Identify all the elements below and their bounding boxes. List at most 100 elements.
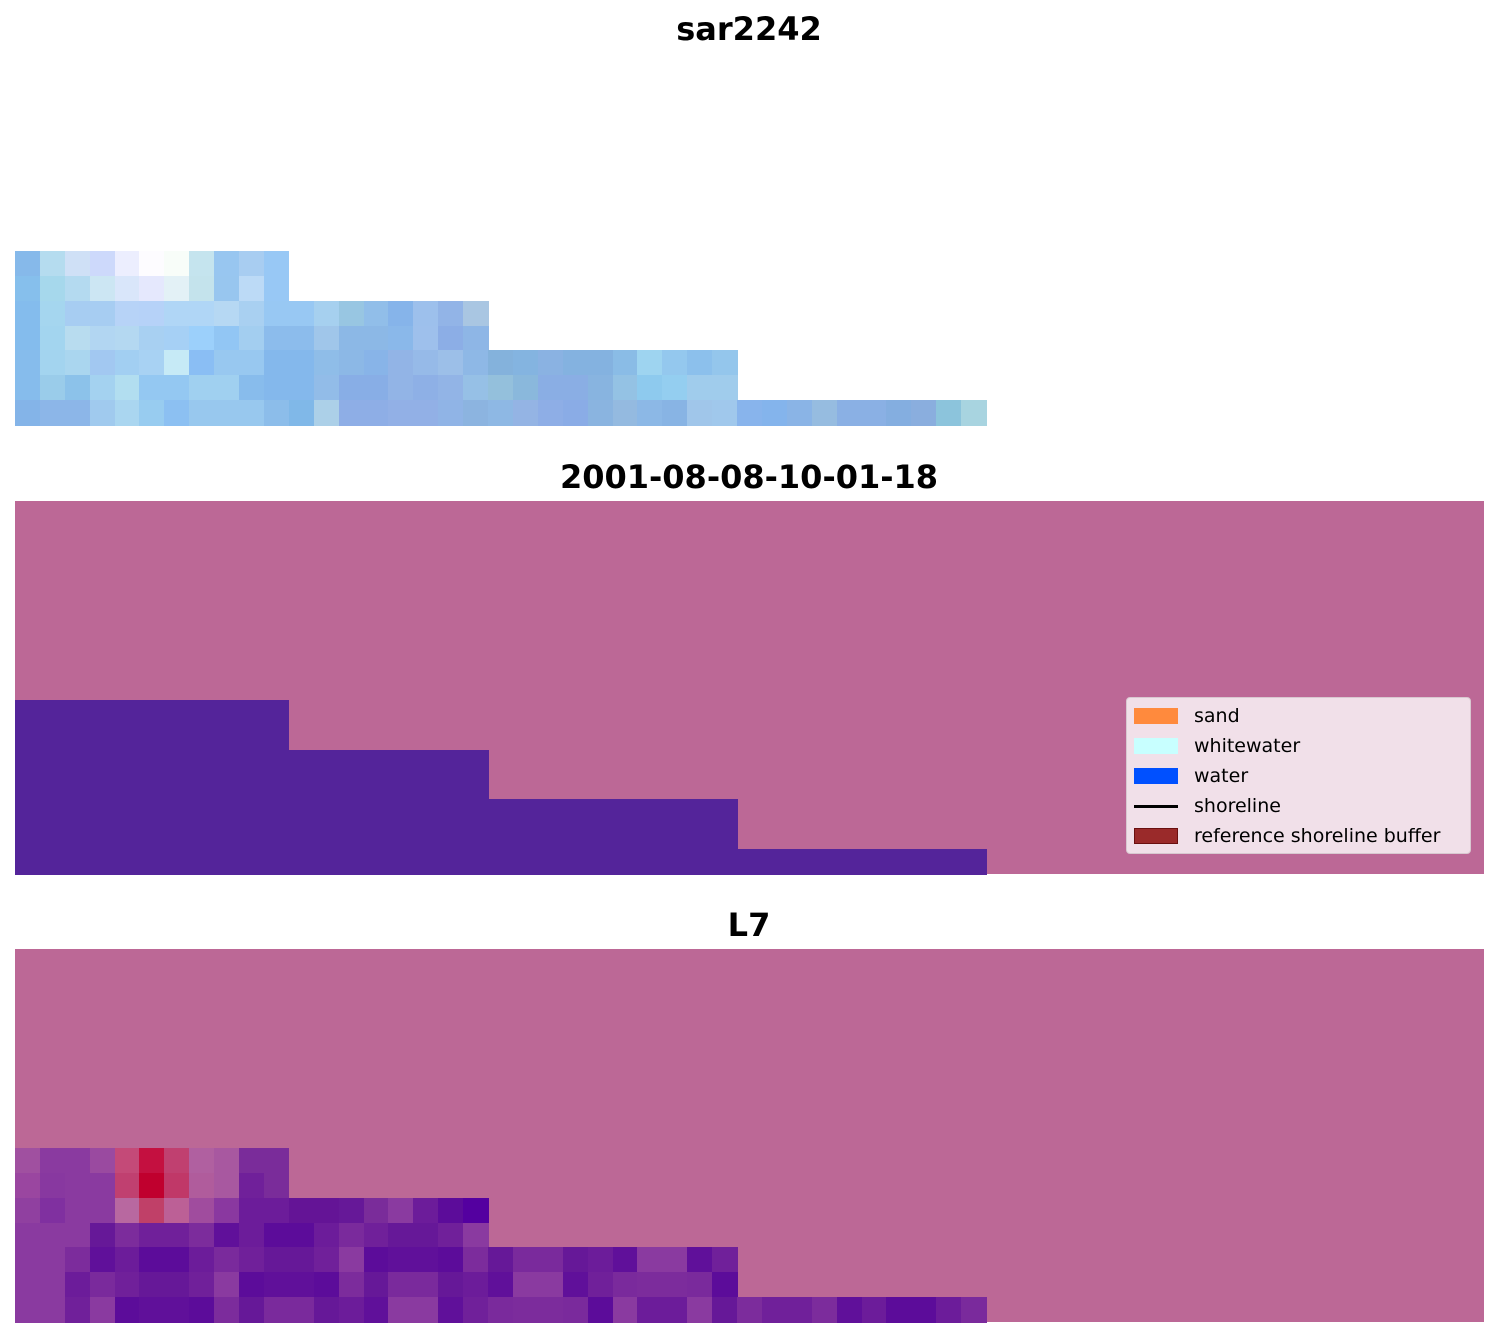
image-pixel [164, 375, 190, 401]
image-pixel [363, 400, 390, 426]
image-pixel [139, 325, 165, 351]
water-pixel [861, 849, 888, 875]
water-pixel [39, 849, 66, 875]
image-pixel [164, 400, 190, 426]
water-pixel [15, 849, 41, 875]
water-pixel [114, 724, 141, 751]
overlay-pixel [488, 1272, 514, 1298]
water-pixel [537, 799, 564, 825]
overlay-pixel [413, 1297, 439, 1323]
water-pixel [89, 774, 116, 800]
water-pixel [15, 699, 41, 726]
water-pixel [438, 749, 464, 776]
water-pixel [89, 849, 116, 875]
image-pixel [214, 400, 240, 426]
image-pixel [214, 375, 240, 401]
overlay-pixel [39, 1172, 66, 1199]
overlay-pixel [363, 1247, 390, 1273]
image-pixel [114, 375, 141, 401]
overlay-pixel [463, 1297, 489, 1323]
image-pixel [363, 375, 390, 401]
water-pixel [214, 799, 240, 825]
water-pixel [413, 849, 439, 875]
overlay-pixel [164, 1222, 190, 1248]
whitewater-swatch-icon [1134, 738, 1178, 754]
water-pixel [637, 824, 663, 850]
overlay-pixel [164, 1297, 190, 1323]
image-pixel [239, 275, 265, 302]
overlay-pixel [114, 1222, 141, 1248]
image-pixel [139, 350, 165, 376]
overlay-pixel [15, 1197, 41, 1224]
panel-title-classification: 2001-08-08-10-01-18 [559, 458, 939, 496]
water-pixel [64, 699, 91, 726]
image-pixel [512, 400, 539, 426]
legend-item-whitewater: whitewater [1134, 735, 1300, 757]
overlay-pixel [662, 1272, 688, 1298]
image-pixel [313, 325, 340, 351]
image-pixel [39, 325, 66, 351]
overlay-pixel [263, 1272, 290, 1298]
overlay-pixel [512, 1297, 539, 1323]
image-pixel [313, 350, 340, 376]
overlay-pixel [114, 1172, 141, 1199]
water-pixel [537, 824, 564, 850]
image-pixel [288, 300, 315, 327]
overlay-pixel [189, 1297, 215, 1323]
water-pixel [637, 849, 663, 875]
overlay-pixel [64, 1197, 91, 1224]
water-pixel [313, 849, 340, 875]
water-pixel [64, 824, 91, 850]
overlay-pixel [114, 1147, 141, 1174]
overlay-pixel [164, 1147, 190, 1174]
overlay-pixel [39, 1222, 66, 1248]
image-pixel [263, 400, 290, 426]
overlay-pixel [537, 1297, 564, 1323]
overlay-pixel [239, 1147, 265, 1174]
rgb-image-panel [15, 52, 1484, 426]
image-pixel [587, 350, 614, 376]
image-pixel [64, 375, 91, 401]
overlay-pixel [39, 1247, 66, 1273]
water-pixel [263, 799, 290, 825]
water-pixel [338, 849, 365, 875]
water-pixel [413, 824, 439, 850]
overlay-pixel [64, 1247, 91, 1273]
overlay-pixel [214, 1172, 240, 1199]
overlay-pixel [64, 1222, 91, 1248]
image-pixel [114, 350, 141, 376]
image-pixel [239, 300, 265, 327]
image-pixel [512, 350, 539, 376]
overlay-pixel [488, 1247, 514, 1273]
image-pixel [612, 400, 639, 426]
overlay-pixel [263, 1222, 290, 1248]
water-pixel [388, 849, 414, 875]
image-pixel [612, 375, 639, 401]
image-pixel [562, 375, 589, 401]
image-pixel [961, 400, 987, 426]
water-pixel [288, 774, 315, 800]
image-pixel [488, 400, 514, 426]
water-pixel [239, 724, 265, 751]
overlay-pixel [936, 1297, 962, 1323]
overlay-pixel [263, 1172, 290, 1199]
image-pixel [114, 325, 141, 351]
image-pixel [712, 350, 738, 376]
water-pixel [164, 724, 190, 751]
image-pixel [263, 250, 290, 277]
overlay-pixel [313, 1272, 340, 1298]
overlay-pixel [39, 1147, 66, 1174]
overlay-pixel [89, 1147, 116, 1174]
image-pixel [363, 300, 390, 327]
overlay-pixel [189, 1197, 215, 1224]
image-pixel [39, 250, 66, 277]
water-pixel [64, 799, 91, 825]
water-pixel [363, 799, 390, 825]
image-pixel [89, 275, 116, 302]
overlay-pixel [39, 1272, 66, 1298]
overlay-pixel [363, 1197, 390, 1224]
water-pixel [811, 849, 838, 875]
image-pixel [712, 375, 738, 401]
image-pixel [687, 400, 713, 426]
water-pixel [139, 724, 165, 751]
